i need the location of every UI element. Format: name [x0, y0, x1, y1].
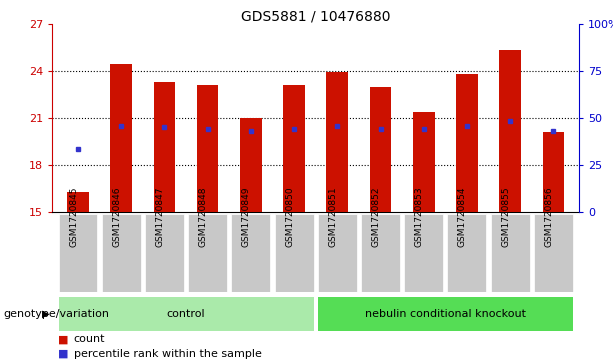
Bar: [232, 214, 270, 292]
Bar: [318, 214, 357, 292]
Text: ■: ■: [58, 349, 69, 359]
Text: ▶: ▶: [42, 309, 49, 319]
Text: GSM1720846: GSM1720846: [112, 186, 121, 247]
Bar: [240, 118, 262, 212]
Text: GSM1720855: GSM1720855: [501, 186, 510, 247]
Text: GSM1720856: GSM1720856: [544, 186, 554, 247]
Bar: [197, 85, 218, 212]
Text: nebulin conditional knockout: nebulin conditional knockout: [365, 309, 526, 319]
Bar: [59, 297, 313, 331]
Text: ■: ■: [58, 334, 69, 344]
Bar: [59, 214, 97, 292]
Bar: [67, 192, 89, 212]
Bar: [543, 132, 564, 212]
Text: genotype/variation: genotype/variation: [3, 309, 109, 319]
Bar: [110, 65, 132, 212]
Text: control: control: [167, 309, 205, 319]
Text: GDS5881 / 10476880: GDS5881 / 10476880: [241, 9, 390, 23]
Bar: [490, 214, 530, 292]
Bar: [361, 214, 400, 292]
Text: GSM1720850: GSM1720850: [285, 186, 294, 247]
Bar: [447, 214, 486, 292]
Bar: [275, 214, 313, 292]
Bar: [102, 214, 141, 292]
Text: GSM1720845: GSM1720845: [69, 186, 78, 247]
Bar: [188, 214, 227, 292]
Bar: [327, 72, 348, 212]
Bar: [370, 86, 391, 212]
Text: GSM1720847: GSM1720847: [156, 186, 164, 247]
Text: GSM1720849: GSM1720849: [242, 186, 251, 247]
Bar: [500, 50, 521, 212]
Bar: [318, 297, 573, 331]
Text: GSM1720848: GSM1720848: [199, 186, 208, 247]
Text: GSM1720854: GSM1720854: [458, 186, 467, 247]
Text: GSM1720853: GSM1720853: [415, 186, 424, 247]
Text: GSM1720851: GSM1720851: [329, 186, 337, 247]
Bar: [413, 112, 435, 212]
Bar: [534, 214, 573, 292]
Bar: [283, 85, 305, 212]
Bar: [405, 214, 443, 292]
Bar: [154, 82, 175, 212]
Bar: [145, 214, 184, 292]
Bar: [456, 74, 478, 212]
Text: count: count: [74, 334, 105, 344]
Text: GSM1720852: GSM1720852: [371, 186, 381, 247]
Text: percentile rank within the sample: percentile rank within the sample: [74, 349, 261, 359]
